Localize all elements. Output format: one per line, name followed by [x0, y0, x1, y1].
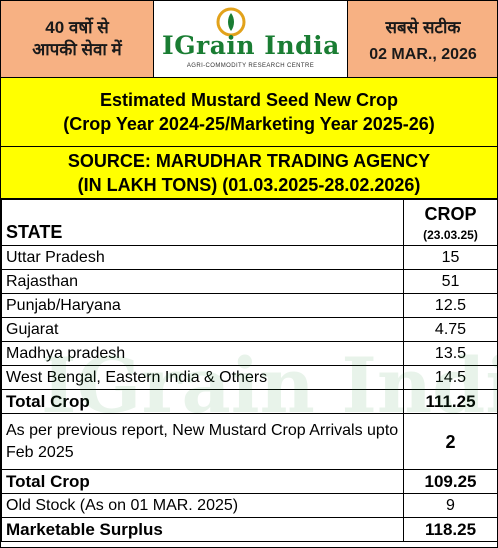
state-cell: Madhya pradesh	[1, 341, 404, 366]
table-row: Uttar Pradesh 15	[1, 245, 497, 270]
state-cell: West Bengal, Eastern India & Others	[1, 365, 404, 390]
table-row: West Bengal, Eastern India & Others 14.5	[1, 365, 497, 390]
logo-subtitle: AGRI-COMMODITY RESEARCH CENTRE	[186, 63, 315, 69]
state-cell: Uttar Pradesh	[1, 245, 404, 270]
report-date: 02 MAR., 2026	[369, 45, 477, 63]
crop-date: (23.03.25)	[423, 227, 478, 242]
crop-column-header: CROP (23.03.25)	[403, 199, 497, 246]
tagline-line1: 40 वर्षो से	[45, 18, 109, 37]
net-total-crop-value: 109.25	[403, 469, 497, 494]
arrivals-value: 2	[403, 413, 497, 470]
title-band: Estimated Mustard Seed New Crop (Crop Ye…	[1, 77, 497, 147]
units-line: (IN LAKH TONS) (01.03.2025-28.02.2026)	[77, 175, 421, 195]
table-row: Rajasthan 51	[1, 269, 497, 294]
title-line1: Estimated Mustard Seed New Crop	[99, 90, 399, 110]
crop-cell: 15	[403, 245, 497, 270]
date-box: सबसे सटीक 02 MAR., 2026	[347, 1, 497, 77]
crop-cell: 13.5	[403, 341, 497, 366]
source-band: SOURCE: MARUDHAR TRADING AGENCY (IN LAKH…	[1, 147, 497, 199]
arrivals-row: As per previous report, New Mustard Crop…	[1, 413, 497, 470]
title-line2: (Crop Year 2024-25/Marketing Year 2025-2…	[63, 114, 435, 134]
accuracy-tagline: सबसे सटीक	[385, 17, 461, 37]
state-column-header: STATE	[1, 199, 404, 246]
crop-cell: 14.5	[403, 365, 497, 390]
total-crop-value: 111.25	[403, 389, 497, 414]
table-row: Madhya pradesh 13.5	[1, 341, 497, 366]
source-line: SOURCE: MARUDHAR TRADING AGENCY	[67, 151, 431, 171]
net-total-crop-label: Total Crop	[1, 469, 404, 494]
marketable-surplus-label: Marketable Surplus	[1, 517, 404, 542]
arrivals-label: As per previous report, New Mustard Crop…	[1, 413, 404, 470]
total-crop-label: Total Crop	[1, 389, 404, 414]
header: 40 वर्षो से आपकी सेवा में IGrain India A…	[1, 1, 497, 77]
old-stock-label: Old Stock (As on 01 MAR. 2025)	[1, 493, 404, 518]
old-stock-value: 9	[403, 493, 497, 518]
state-cell: Punjab/Haryana	[1, 293, 404, 318]
marketable-surplus-row: Marketable Surplus 118.25	[1, 517, 497, 542]
table-row: Gujarat 4.75	[1, 317, 497, 342]
state-cell: Rajasthan	[1, 269, 404, 294]
net-total-crop-row: Total Crop 109.25	[1, 469, 497, 494]
total-crop-row: Total Crop 111.25	[1, 389, 497, 414]
old-stock-row: Old Stock (As on 01 MAR. 2025) 9	[1, 493, 497, 518]
table-row: Punjab/Haryana 12.5	[1, 293, 497, 318]
logo-title: IGrain India	[162, 31, 340, 60]
logo: IGrain India AGRI-COMMODITY RESEARCH CEN…	[154, 1, 347, 77]
marketable-surplus-value: 118.25	[403, 517, 497, 542]
tagline-line2: आपकी सेवा में	[32, 40, 122, 59]
crop-cell: 51	[403, 269, 497, 294]
crop-cell: 4.75	[403, 317, 497, 342]
table-header: STATE CROP (23.03.25)	[1, 199, 497, 246]
crop-label: CROP	[424, 203, 477, 224]
grain-logo-icon	[216, 7, 246, 37]
state-cell: Gujarat	[1, 317, 404, 342]
crop-table: STATE CROP (23.03.25) Uttar Pradesh 15 R…	[1, 199, 497, 542]
crop-cell: 12.5	[403, 293, 497, 318]
tagline-box: 40 वर्षो से आपकी सेवा में	[1, 1, 154, 77]
